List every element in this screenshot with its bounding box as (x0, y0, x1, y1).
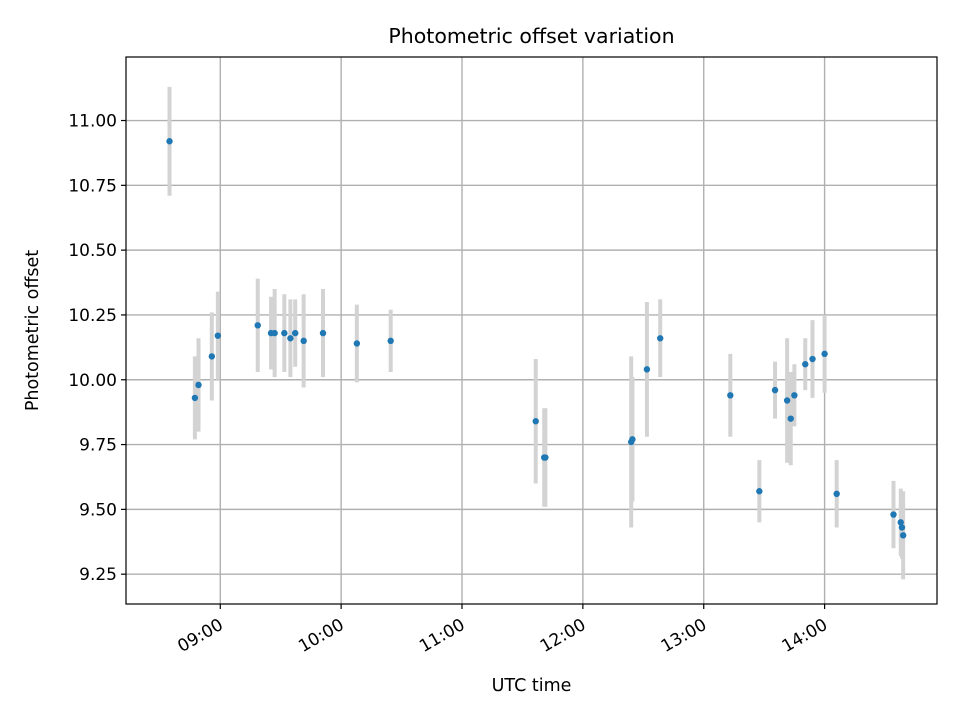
data-point (899, 532, 907, 539)
y-tick-label: 10.50 (68, 241, 117, 261)
data-point (802, 361, 809, 368)
data-point (898, 524, 906, 531)
data-point (791, 392, 798, 399)
data-point (292, 329, 299, 337)
data-point (387, 337, 394, 345)
data-point (787, 415, 794, 422)
data-point (809, 355, 816, 363)
data-point (208, 353, 216, 360)
data-point (897, 519, 904, 526)
data-point (821, 350, 828, 358)
y-tick-label: 10.00 (68, 371, 117, 391)
data-point (319, 329, 327, 337)
data-point (214, 332, 222, 339)
y-axis-title: Photometric offset (23, 250, 43, 411)
data-point (300, 337, 307, 345)
data-point (281, 329, 288, 337)
data-point (195, 381, 202, 389)
y-tick-label: 9.50 (79, 500, 117, 520)
data-point (643, 366, 651, 373)
chart-title: Photometric offset variation (388, 24, 674, 48)
data-point (542, 454, 549, 461)
data-point (756, 488, 763, 495)
y-tick-label: 9.25 (79, 565, 117, 585)
data-point-layer (166, 138, 907, 539)
y-tick-label: 10.25 (68, 306, 117, 326)
data-point (771, 386, 779, 394)
plot-frame (125, 56, 938, 605)
data-point (727, 392, 734, 399)
data-point (657, 335, 664, 342)
data-point (287, 335, 294, 342)
data-point (166, 138, 173, 145)
data-point (783, 397, 791, 404)
data-point (271, 329, 278, 337)
data-point (629, 436, 636, 443)
data-point (532, 418, 539, 425)
x-axis-title: UTC time (492, 676, 572, 696)
data-point (833, 490, 840, 498)
data-point (254, 322, 261, 329)
y-tick-label: 10.75 (68, 176, 117, 196)
data-point (890, 511, 897, 518)
data-point (353, 340, 361, 347)
y-tick-label: 11.00 (68, 112, 117, 132)
y-tick-label: 9.75 (79, 436, 117, 456)
data-point (191, 394, 199, 402)
